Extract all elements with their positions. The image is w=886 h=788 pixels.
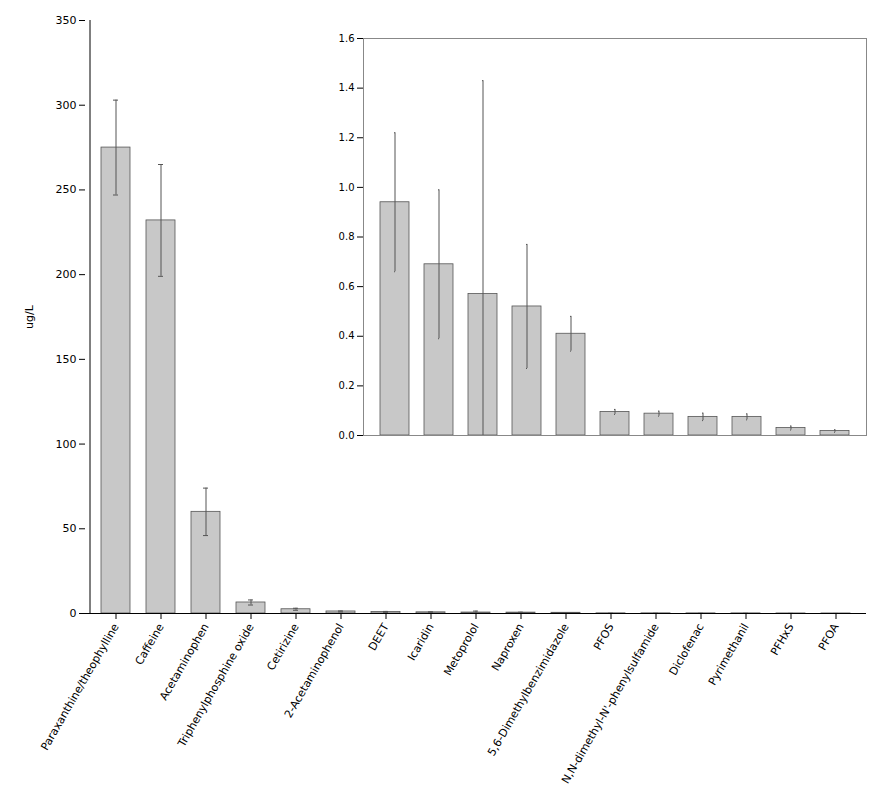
svg-text:1.6: 1.6 [339,33,355,44]
svg-text:DEET: DEET [366,621,392,653]
svg-text:1.2: 1.2 [339,132,355,143]
svg-text:250: 250 [56,183,77,196]
svg-text:Paraxanthine/theophylline: Paraxanthine/theophylline [38,621,122,753]
svg-text:Pyrimethanil: Pyrimethanil [706,621,752,688]
svg-text:Diclofenac: Diclofenac [667,621,707,678]
svg-text:0.8: 0.8 [339,231,355,242]
svg-text:1.4: 1.4 [339,82,355,93]
svg-text:5,6-Dimethylbenzimidazole: 5,6-Dimethylbenzimidazole [485,621,572,758]
svg-text:200: 200 [56,268,77,281]
svg-text:0: 0 [70,607,77,620]
svg-text:350: 350 [56,14,77,27]
svg-text:300: 300 [56,99,77,112]
svg-text:0.2: 0.2 [339,380,355,391]
svg-text:Metoprolol: Metoprolol [441,621,481,678]
svg-text:Naproxen: Naproxen [489,621,527,673]
svg-text:150: 150 [56,353,77,366]
svg-text:0.6: 0.6 [339,281,355,292]
svg-text:PFHxS: PFHxS [768,621,797,658]
svg-text:100: 100 [56,438,77,451]
svg-text:N,N-dimethyl-N'-phenylsulfamid: N,N-dimethyl-N'-phenylsulfamide [559,621,662,786]
svg-text:PFOS: PFOS [591,621,617,652]
svg-text:2-Acetaminophenol: 2-Acetaminophenol [282,621,347,720]
svg-text:50: 50 [63,522,77,535]
svg-text:Caffeine: Caffeine [133,621,167,667]
svg-text:Acetaminophen: Acetaminophen [157,621,211,702]
svg-text:0.0: 0.0 [339,430,355,441]
svg-text:PFOA: PFOA [816,621,842,653]
svg-text:Triphenylphosphine oxide: Triphenylphosphine oxide [175,621,257,750]
svg-text:Icaridin: Icaridin [405,621,437,663]
svg-text:ug/L: ug/L [23,304,36,329]
svg-text:1.0: 1.0 [339,182,355,193]
svg-text:0.4: 0.4 [339,330,355,341]
svg-text:Cetirizine: Cetirizine [264,621,301,673]
